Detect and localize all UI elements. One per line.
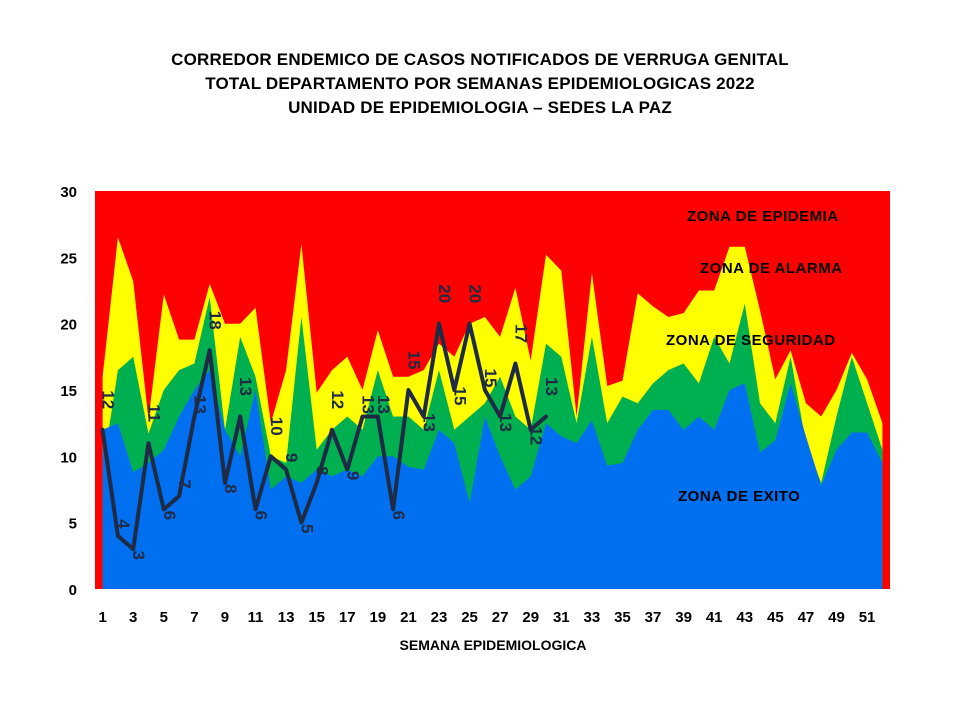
chart-title: CORREDOR ENDEMICO DE CASOS NOTIFICADOS D… xyxy=(0,48,960,120)
x-tick-label: 21 xyxy=(400,609,417,626)
x-tick-label: 29 xyxy=(522,609,539,626)
data-label: 5 xyxy=(297,524,316,533)
data-label: 17 xyxy=(511,324,530,343)
series-layer: 1243116713188136109581291313615132015201… xyxy=(99,284,561,560)
data-label: 13 xyxy=(190,395,209,414)
x-tick-label: 3 xyxy=(129,609,137,626)
x-tick-label: 7 xyxy=(190,609,198,626)
zone-label-exito: ZONA DE EXITO xyxy=(678,488,800,505)
zone-label-seguridad: ZONA DE SEGURIDAD xyxy=(666,332,836,349)
data-label: 15 xyxy=(481,369,500,388)
x-tick-label: 33 xyxy=(584,609,601,626)
data-label: 6 xyxy=(252,511,271,520)
data-label: 7 xyxy=(175,479,194,488)
zone-exito-area xyxy=(102,370,883,589)
x-tick-label: 47 xyxy=(798,609,815,626)
data-label: 9 xyxy=(343,471,362,480)
zone-label-alarma: ZONA DE ALARMA xyxy=(700,260,843,277)
data-label: 13 xyxy=(496,413,515,432)
y-tick-label: 30 xyxy=(60,184,77,201)
data-label: 10 xyxy=(267,417,286,436)
x-tick-label: 49 xyxy=(828,609,845,626)
data-label: 6 xyxy=(389,511,408,520)
data-label: 15 xyxy=(404,351,423,370)
zones-layer xyxy=(95,191,890,589)
x-tick-label: 15 xyxy=(308,609,325,626)
x-tick-label: 25 xyxy=(461,609,478,626)
title-line-1: CORREDOR ENDEMICO DE CASOS NOTIFICADOS D… xyxy=(171,50,789,69)
x-tick-label: 27 xyxy=(492,609,509,626)
data-label: 18 xyxy=(206,311,225,330)
title-line-3: UNIDAD DE EPIDEMIOLOGIA – SEDES LA PAZ xyxy=(288,98,672,117)
data-label: 11 xyxy=(145,404,164,422)
x-tick-label: 9 xyxy=(221,609,229,626)
data-label: 13 xyxy=(359,395,378,414)
x-tick-label: 1 xyxy=(98,609,106,626)
data-label: 9 xyxy=(282,453,301,462)
data-label: 20 xyxy=(435,284,454,303)
data-label: 15 xyxy=(450,387,469,406)
x-tick-label: 35 xyxy=(614,609,631,626)
data-label: 8 xyxy=(221,484,240,493)
x-axis-title: SEMANA EPIDEMIOLOGICA xyxy=(400,637,587,653)
x-tick-label: 39 xyxy=(675,609,692,626)
data-label: 12 xyxy=(99,390,118,409)
x-tick-label: 11 xyxy=(248,609,264,626)
x-tick-label: 37 xyxy=(645,609,662,626)
x-tick-label: 41 xyxy=(706,609,723,626)
data-label: 13 xyxy=(542,377,561,396)
y-tick-label: 5 xyxy=(69,516,77,533)
y-tick-label: 25 xyxy=(60,250,77,267)
y-tick-label: 15 xyxy=(60,383,77,400)
x-tick-label: 45 xyxy=(767,609,784,626)
data-label: 13 xyxy=(374,395,393,414)
data-label: 12 xyxy=(328,390,347,409)
data-label: 12 xyxy=(527,426,546,445)
data-label: 13 xyxy=(236,377,255,396)
x-tick-label: 19 xyxy=(369,609,386,626)
x-tick-label: 5 xyxy=(160,609,168,626)
y-tick-label: 0 xyxy=(69,582,77,599)
x-tick-label: 23 xyxy=(431,609,448,626)
zone-labels: ZONA DE EPIDEMIA ZONA DE ALARMA ZONA DE … xyxy=(666,208,843,505)
x-tick-label: 43 xyxy=(736,609,753,626)
x-tick-label: 31 xyxy=(553,609,570,626)
data-label: 13 xyxy=(420,413,439,432)
data-label: 20 xyxy=(466,284,485,303)
data-label: 3 xyxy=(129,550,148,559)
title-line-2: TOTAL DEPARTAMENTO POR SEMANAS EPIDEMIOL… xyxy=(205,74,755,93)
data-label: 4 xyxy=(114,519,133,529)
y-tick-label: 10 xyxy=(60,449,77,466)
data-label: 6 xyxy=(160,511,179,520)
y-tick-label: 20 xyxy=(60,317,77,334)
data-label: 8 xyxy=(313,466,332,475)
x-tick-label: 13 xyxy=(278,609,295,626)
x-tick-label: 51 xyxy=(859,609,876,626)
zone-label-epidemia: ZONA DE EPIDEMIA xyxy=(687,208,839,225)
x-tick-label: 17 xyxy=(339,609,356,626)
series-line xyxy=(100,321,548,552)
